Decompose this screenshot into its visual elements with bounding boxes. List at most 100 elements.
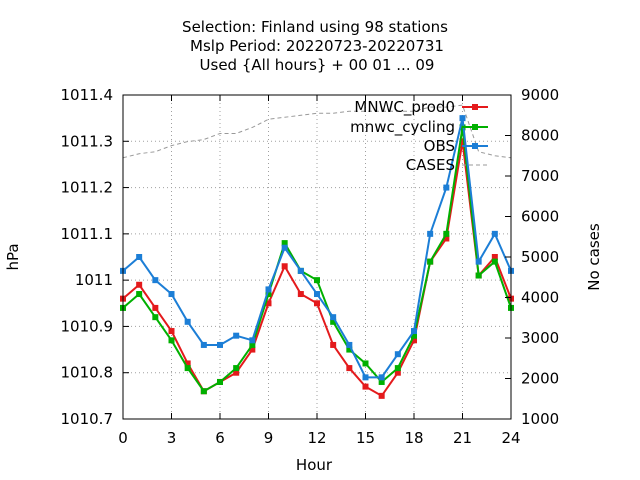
y2-tick-label: 7000 (521, 167, 559, 185)
data-point (233, 365, 240, 372)
data-point (136, 254, 143, 260)
x-tick-label: 21 (453, 429, 472, 447)
data-point (330, 341, 337, 348)
series-line-cases (122, 104, 512, 159)
y2-tick-label: 9000 (521, 86, 559, 104)
data-point (443, 184, 450, 191)
data-point (249, 337, 256, 344)
data-point (411, 332, 417, 339)
y2-tick-label: 8000 (521, 127, 559, 145)
y2-tick-label: 6000 (521, 208, 559, 226)
data-point (184, 360, 191, 367)
data-point (152, 314, 159, 321)
chart-title: Selection: Finland using 98 stations Msl… (182, 18, 448, 74)
data-point (281, 244, 288, 251)
data-point (152, 277, 159, 284)
data-point (168, 291, 175, 298)
data-point (475, 272, 482, 279)
data-point (459, 138, 466, 145)
data-point (217, 341, 223, 348)
legend-label: mnwc_cycling (350, 118, 455, 137)
data-point (346, 346, 353, 353)
y-tick-label: 1010.8 (61, 364, 114, 382)
y-tick-label: 1010.9 (61, 317, 114, 335)
data-point (362, 360, 369, 367)
data-point (249, 341, 256, 348)
data-point (427, 258, 434, 265)
y-axis-label: hPa (4, 243, 22, 270)
legend-label: CASES (406, 156, 455, 174)
data-point (314, 277, 320, 284)
data-point (233, 369, 240, 376)
data-point (491, 258, 498, 265)
y2-axis-label: No cases (585, 223, 603, 291)
y2-tick-label: 1000 (521, 410, 559, 428)
data-point (411, 328, 417, 335)
y-tick-label: 1011.4 (61, 86, 114, 104)
data-point (281, 240, 288, 247)
axis-ticks: 0 3 6 9 12 15 18 21 24 1010.7 1010.8 1010.9 1011 1011… (61, 86, 560, 447)
y2-tick-label: 3000 (521, 329, 559, 347)
y-tick-label: 1011.3 (61, 132, 114, 150)
data-point (265, 286, 272, 293)
legend-label: OBS (424, 137, 455, 155)
data-point (314, 291, 320, 298)
data-point (265, 300, 272, 307)
y2-tick-label: 4000 (521, 289, 559, 307)
x-tick-label: 12 (307, 429, 326, 447)
legend-marker (472, 143, 478, 149)
title-line-2: Mslp Period: 20220723-20220731 (190, 37, 444, 55)
y-tick-label: 1011 (75, 271, 113, 289)
y2-tick-label: 2000 (521, 370, 559, 388)
data-point (411, 337, 417, 344)
data-point (346, 341, 353, 348)
data-point (168, 328, 175, 335)
data-point (168, 337, 175, 344)
data-point (265, 291, 272, 298)
data-point (184, 318, 191, 325)
x-tick-label: 9 (264, 429, 274, 447)
y-tick-label: 1010.7 (61, 410, 114, 428)
data-point (362, 383, 369, 390)
x-tick-label: 24 (501, 429, 520, 447)
legend-marker (472, 124, 478, 130)
data-point (152, 304, 159, 311)
y-tick-label: 1011.2 (61, 179, 114, 197)
data-point (394, 365, 401, 372)
data-point (378, 392, 385, 399)
data-point (281, 263, 288, 270)
data-point (136, 291, 143, 298)
title-line-1: Selection: Finland using 98 stations (182, 18, 448, 36)
data-point (378, 378, 385, 385)
data-point (427, 230, 434, 237)
data-point (297, 267, 304, 274)
x-tick-label: 3 (167, 429, 177, 447)
data-point (314, 300, 320, 307)
data-point (200, 341, 207, 348)
data-point (297, 291, 304, 298)
data-point (443, 235, 450, 242)
data-point (459, 115, 466, 122)
legend-label: MNWC_prod0 (354, 98, 455, 117)
data-point (491, 254, 498, 260)
data-point (475, 258, 482, 265)
data-point (346, 365, 353, 372)
data-point (443, 230, 450, 237)
data-point (491, 230, 498, 237)
x-axis-label: Hour (296, 456, 333, 474)
data-point (184, 365, 191, 372)
series-layer (120, 104, 514, 399)
data-point (378, 374, 385, 381)
data-point (200, 388, 207, 395)
title-line-3: Used {All hours} + 00 01 ... 09 (200, 56, 435, 74)
legend-marker (472, 104, 478, 110)
x-tick-label: 0 (118, 429, 128, 447)
data-point (330, 318, 337, 325)
y-tick-label: 1011.1 (61, 225, 114, 243)
data-point (362, 374, 369, 381)
x-tick-label: 6 (215, 429, 225, 447)
x-tick-label: 15 (356, 429, 375, 447)
data-point (249, 346, 256, 353)
